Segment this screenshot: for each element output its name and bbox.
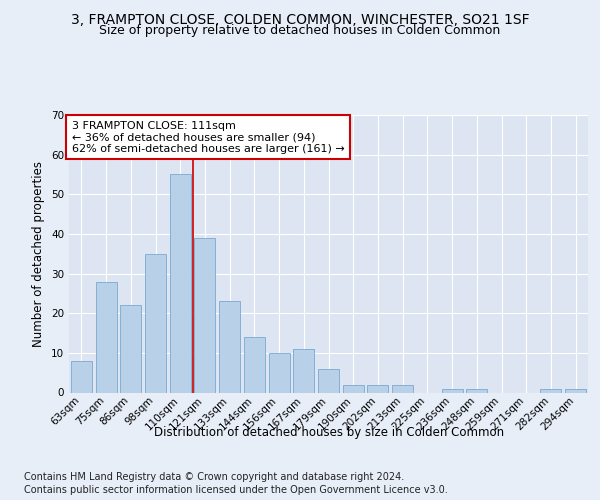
Y-axis label: Number of detached properties: Number of detached properties — [32, 161, 46, 347]
Text: 3, FRAMPTON CLOSE, COLDEN COMMON, WINCHESTER, SO21 1SF: 3, FRAMPTON CLOSE, COLDEN COMMON, WINCHE… — [71, 12, 529, 26]
Bar — [392, 384, 413, 392]
Bar — [343, 384, 364, 392]
Bar — [442, 388, 463, 392]
Bar — [318, 368, 339, 392]
Bar — [120, 306, 141, 392]
Bar — [565, 388, 586, 392]
Text: Size of property relative to detached houses in Colden Common: Size of property relative to detached ho… — [100, 24, 500, 37]
Bar — [244, 337, 265, 392]
Bar — [466, 388, 487, 392]
Bar — [170, 174, 191, 392]
Bar — [541, 388, 562, 392]
Text: Contains HM Land Registry data © Crown copyright and database right 2024.: Contains HM Land Registry data © Crown c… — [24, 472, 404, 482]
Text: 3 FRAMPTON CLOSE: 111sqm
← 36% of detached houses are smaller (94)
62% of semi-d: 3 FRAMPTON CLOSE: 111sqm ← 36% of detach… — [71, 120, 344, 154]
Bar — [293, 349, 314, 393]
Bar — [95, 282, 116, 393]
Text: Contains public sector information licensed under the Open Government Licence v3: Contains public sector information licen… — [24, 485, 448, 495]
Text: Distribution of detached houses by size in Colden Common: Distribution of detached houses by size … — [154, 426, 504, 439]
Bar — [194, 238, 215, 392]
Bar — [71, 361, 92, 392]
Bar — [219, 302, 240, 392]
Bar — [269, 353, 290, 393]
Bar — [367, 384, 388, 392]
Bar — [145, 254, 166, 392]
